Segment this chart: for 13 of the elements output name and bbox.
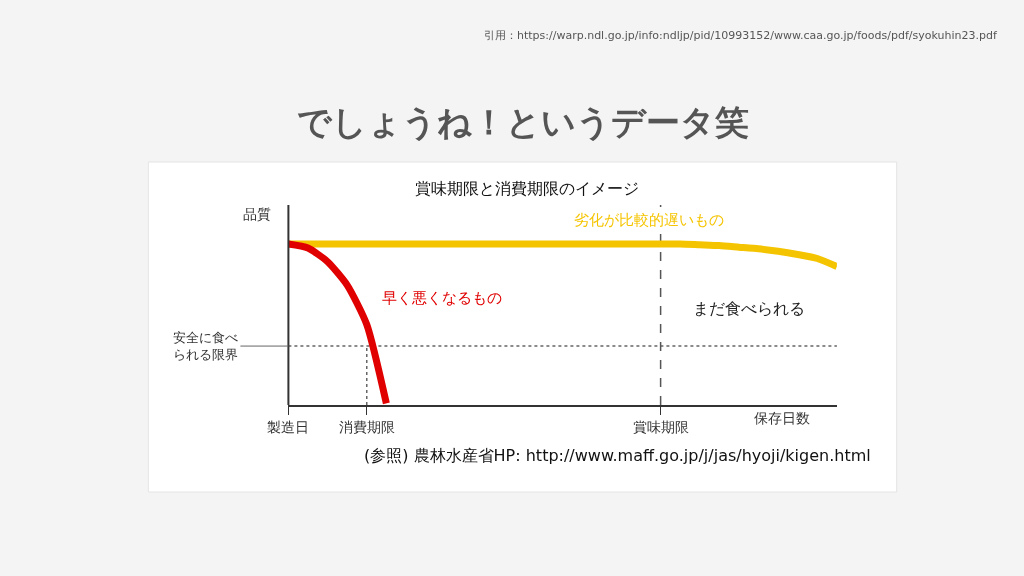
text: (参照) 農林水産省HP: http://www.maff.go.jp/j/jas/hyoji/kigen.html: [364, 446, 871, 465]
chart-subtitle: 賞味期限と消費期限のイメージ: [415, 179, 639, 198]
annotation: まだ食べられる: [693, 299, 805, 318]
x-axis-title: 保存日数: [754, 410, 810, 426]
y-axis-title: 品質: [243, 206, 271, 222]
x-tick-label: 消費期限: [338, 418, 395, 435]
series-label: 早く悪くなるもの: [382, 289, 502, 307]
chart-title: でしょうね！というデータ笑: [297, 102, 749, 142]
x-tick-label: 賞味期限: [632, 418, 689, 435]
ref-line-label: 安全に食べられる限界: [173, 330, 238, 362]
x-tick-label: 製造日: [267, 418, 310, 435]
series-label: 劣化が比較的遅いもの: [574, 211, 724, 229]
text: 引用：https://warp.ndl.go.jp/info:ndljp/pid/10993152/www.caa.go.jp/foods/pdf/syokuhin23.pdf: [484, 29, 998, 42]
